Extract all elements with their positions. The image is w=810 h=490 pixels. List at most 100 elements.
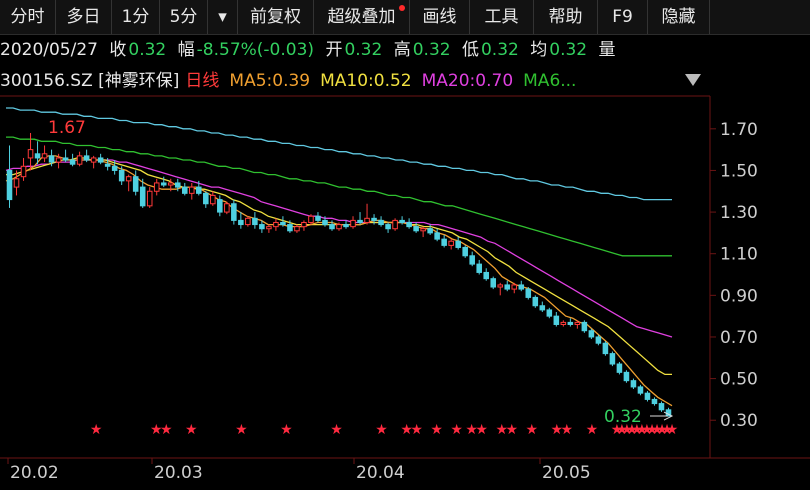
candle-body: [259, 224, 265, 230]
candle: [574, 320, 581, 329]
candle-body: [294, 226, 300, 232]
signal-star: ★: [450, 422, 463, 438]
tab-duori[interactable]: 多日: [56, 0, 112, 34]
signal-star: ★: [475, 422, 488, 438]
candle: [294, 224, 300, 233]
candle: [301, 220, 307, 231]
candle: [252, 212, 258, 229]
candle-body: [266, 226, 272, 230]
y-tick-label: 1.70: [720, 120, 758, 140]
signal-star: ★: [661, 422, 674, 438]
btn-bangzhu[interactable]: 帮助: [534, 0, 598, 34]
candle-body: [69, 159, 76, 165]
candle-body: [76, 155, 83, 165]
candle: [259, 220, 265, 233]
candle: [153, 178, 160, 196]
candle: [644, 391, 651, 402]
candle-body: [406, 221, 412, 228]
signal-star: ★: [636, 422, 649, 438]
tab-5min[interactable]: 5分: [160, 0, 208, 34]
candle: [280, 216, 286, 227]
candle: [462, 245, 468, 258]
candle-body: [308, 215, 314, 223]
signal-star: ★: [626, 422, 639, 438]
candle: [560, 320, 567, 327]
candle-body: [644, 392, 651, 400]
low-value: 0.32: [480, 40, 519, 60]
ma5-label: MA5:0.39: [229, 71, 311, 91]
candle: [595, 334, 602, 346]
x-tick-label: 20.05: [542, 463, 591, 483]
candle-body: [595, 336, 602, 344]
y-tick-label: 0.90: [720, 286, 758, 306]
candle: [441, 234, 447, 248]
candle: [104, 157, 111, 171]
candle-body: [651, 398, 658, 405]
period-label: 日线: [185, 71, 220, 91]
candle: [90, 155, 97, 169]
candle-body: [476, 263, 482, 273]
candle: [469, 251, 475, 267]
candle: [76, 151, 83, 167]
last-price-annotation: 0.32: [604, 407, 642, 427]
candle-body: [301, 221, 307, 228]
high-label: 高: [393, 40, 411, 60]
candle-body: [13, 178, 20, 188]
candle: [118, 166, 125, 186]
tab-fenshi[interactable]: 分时: [0, 0, 56, 34]
btn-f9[interactable]: F9: [598, 0, 648, 34]
candle-body: [329, 224, 335, 230]
candle: [20, 157, 27, 181]
btn-yincang[interactable]: 隐藏: [648, 0, 710, 34]
candle-body: [623, 371, 630, 382]
y-tick-label: 1.10: [720, 245, 758, 265]
candle-body: [196, 186, 202, 194]
btn-huaxian[interactable]: 画线: [410, 0, 470, 34]
candle: [62, 149, 69, 163]
candle: [658, 401, 665, 412]
period-dropdown[interactable]: ▾: [208, 0, 238, 34]
candle-body: [41, 153, 48, 159]
signal-star: ★: [505, 422, 518, 438]
change-label: 幅: [177, 40, 195, 60]
stock-name[interactable]: 300156.SZ [神雾环保]: [0, 71, 180, 91]
candle-body: [546, 309, 553, 317]
signal-star: ★: [551, 422, 564, 438]
candle: [308, 214, 314, 225]
candle: [6, 145, 13, 208]
low-label: 低: [461, 40, 479, 60]
btn-gongju[interactable]: 工具: [470, 0, 534, 34]
candle-body: [160, 182, 167, 186]
indicator-dropdown-icon[interactable]: [685, 74, 701, 86]
signal-star: ★: [235, 422, 248, 438]
signal-star: ★: [185, 422, 198, 438]
ma60-line: [6, 136, 672, 257]
signal-star: ★: [150, 422, 163, 438]
btn-qianfuquan[interactable]: 前复权: [238, 0, 314, 34]
signal-star: ★: [430, 422, 443, 438]
candle: [181, 182, 188, 196]
candle: [448, 239, 454, 250]
candle: [160, 176, 167, 188]
tab-1min[interactable]: 1分: [112, 0, 160, 34]
candle-body: [483, 271, 489, 280]
signal-star: ★: [641, 422, 654, 438]
candle: [69, 153, 76, 167]
candle: [539, 301, 546, 312]
candle-body: [518, 284, 525, 290]
signal-star: ★: [621, 422, 634, 438]
btn-chaojidiejia[interactable]: 超级叠加: [314, 0, 410, 34]
candle: [231, 199, 237, 225]
candle-body: [469, 255, 475, 265]
candle: [609, 351, 616, 367]
y-tick-label: 0.50: [720, 370, 758, 390]
candle: [490, 276, 497, 290]
candle-body: [315, 215, 321, 221]
candle: [27, 132, 34, 171]
candle: [83, 149, 90, 163]
candle-body: [420, 228, 426, 232]
candle-body: [490, 278, 497, 288]
signal-star: ★: [410, 422, 423, 438]
